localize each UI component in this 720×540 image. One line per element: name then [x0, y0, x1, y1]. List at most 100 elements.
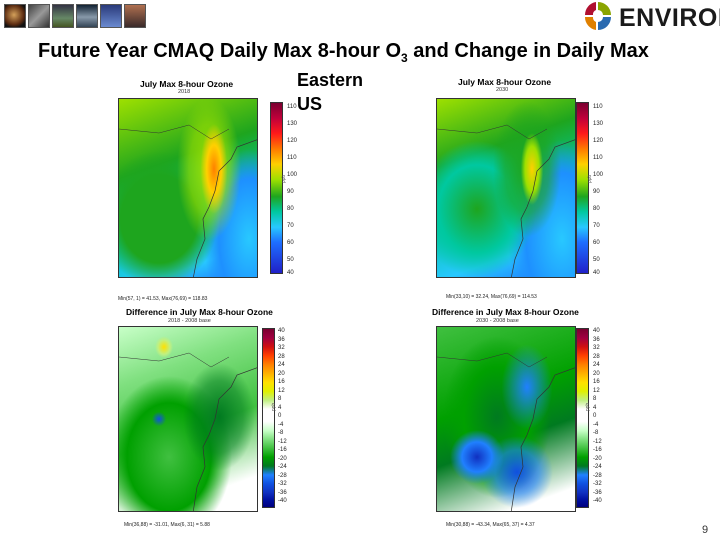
tick-label: -12 [278, 438, 287, 445]
earth-thumbnail [4, 4, 26, 28]
tick-label: 36 [278, 336, 285, 343]
unit-label: ppb [585, 402, 592, 412]
tick-label: 120 [287, 138, 298, 144]
tick-label: 110 [287, 104, 297, 110]
tick-label: -8 [278, 430, 284, 436]
tick-label: 60 [287, 240, 294, 246]
tick-label: 100 [593, 172, 604, 178]
tick-label: 90 [593, 189, 600, 195]
coastline-outline [119, 124, 257, 277]
tick-label: 100 [287, 172, 298, 178]
difference-map [118, 326, 258, 512]
panel-title: July Max 8-hour Ozone [140, 79, 234, 89]
tick-label: 80 [287, 206, 294, 212]
tick-label: -20 [278, 455, 287, 462]
tick-label: -40 [593, 498, 602, 504]
tick-label: -8 [593, 430, 599, 436]
tick-label: 130 [287, 121, 298, 127]
panel-2018-ozone: July Max 8-hour Ozone 2018 110 130 120 1… [110, 76, 300, 304]
tick-label: -28 [593, 472, 602, 479]
ozone-map [118, 98, 258, 278]
tick-label: -16 [593, 447, 602, 453]
min-max-stats: Min(57, 1) = 41.53, Max(76,69) = 118.83 [118, 296, 208, 302]
tick-label: 12 [278, 387, 285, 394]
tick-label: 50 [593, 257, 600, 263]
tick-label: -40 [278, 498, 287, 504]
tick-label: 110 [593, 104, 603, 110]
environ-logo: ENVIRON [583, 0, 720, 34]
panel-2030-ozone: July Max 8-hour Ozone 2030 110 130 120 1… [428, 76, 618, 304]
tick-label: 16 [278, 379, 285, 385]
colorbar [262, 328, 275, 508]
tick-label: -4 [278, 421, 284, 428]
cloud-thumbnail [28, 4, 50, 28]
page-number: 9 [702, 524, 709, 536]
tick-label: 28 [593, 353, 600, 360]
tick-label: 0 [278, 413, 282, 419]
tick-label: 4 [593, 404, 597, 411]
panel-2018-difference: Difference in July Max 8-hour Ozone 2018… [110, 306, 300, 534]
tick-label: 32 [278, 345, 285, 351]
colorbar [270, 102, 283, 274]
tick-label: 40 [287, 270, 294, 276]
header-thumbnails [4, 4, 146, 28]
tick-label: 16 [593, 379, 600, 385]
tick-label: -24 [593, 464, 602, 470]
title-line-2: Eastern [297, 70, 364, 90]
tick-label: -32 [278, 481, 287, 487]
tick-label: -12 [593, 438, 602, 445]
coastline-outline [119, 352, 257, 511]
tick-label: 80 [593, 206, 600, 212]
tick-label: -32 [593, 481, 602, 487]
difference-map [436, 326, 576, 512]
title-text: Future Year CMAQ Daily Max 8-hour O [38, 40, 402, 62]
coastline-outline [437, 124, 575, 277]
panel-subtitle: 2030 [496, 87, 509, 93]
slide-title: Future Year CMAQ Daily Max 8-hour O3 and… [38, 40, 649, 65]
panel-title: Difference in July Max 8-hour Ozone [126, 307, 273, 317]
tick-label: 12 [593, 387, 600, 394]
colorbar [576, 328, 589, 508]
panel-subtitle: 2018 - 2008 base [168, 318, 211, 324]
tick-label: 20 [278, 370, 285, 377]
tick-label: -4 [593, 421, 599, 428]
unit-label: ppb [587, 174, 594, 184]
tick-label: 0 [593, 413, 597, 419]
tick-label: -20 [593, 455, 602, 462]
min-max-stats: Min(33,10) = 32.24, Max(76,69) = 114.53 [446, 294, 537, 300]
tick-label: 24 [278, 362, 285, 368]
tick-label: 28 [278, 353, 285, 360]
landscape-thumbnail [52, 4, 74, 28]
tick-label: 120 [593, 138, 604, 144]
tick-label: 70 [287, 223, 294, 229]
tick-label: -28 [278, 472, 287, 479]
tick-label: 90 [287, 189, 294, 195]
tick-label: -24 [278, 464, 287, 470]
coastline-outline [437, 352, 575, 511]
tick-label: 40 [593, 328, 600, 334]
min-max-stats: Min(36,88) = -31.01, Max(6, 31) = 5.88 [124, 522, 210, 528]
tick-label: 60 [593, 240, 600, 246]
panel-subtitle: 2018 [178, 89, 191, 95]
tick-label: 4 [278, 404, 282, 411]
tick-label: 50 [287, 257, 294, 263]
tick-label: -36 [593, 489, 602, 496]
tick-label: 40 [593, 270, 600, 276]
tick-label: 24 [593, 362, 600, 368]
tick-label: 110 [287, 155, 297, 161]
tick-label: 8 [278, 396, 282, 402]
colorbar [576, 102, 589, 274]
title-subscript: 3 [401, 51, 408, 65]
vehicle-thumbnail [76, 4, 98, 28]
panel-title: Difference in July Max 8-hour Ozone [432, 307, 579, 317]
environ-logo-mark [584, 2, 611, 30]
title-line-3: US [297, 94, 323, 114]
unit-label: ppb [271, 402, 278, 412]
tick-label: 20 [593, 370, 600, 377]
tick-label: 8 [593, 396, 597, 402]
ozone-map [436, 98, 576, 278]
tick-label: 32 [593, 345, 600, 351]
panel-2030-difference: Difference in July Max 8-hour Ozone 2030… [428, 306, 618, 534]
unit-label: ppb [281, 174, 288, 184]
tick-label: -36 [278, 489, 287, 496]
